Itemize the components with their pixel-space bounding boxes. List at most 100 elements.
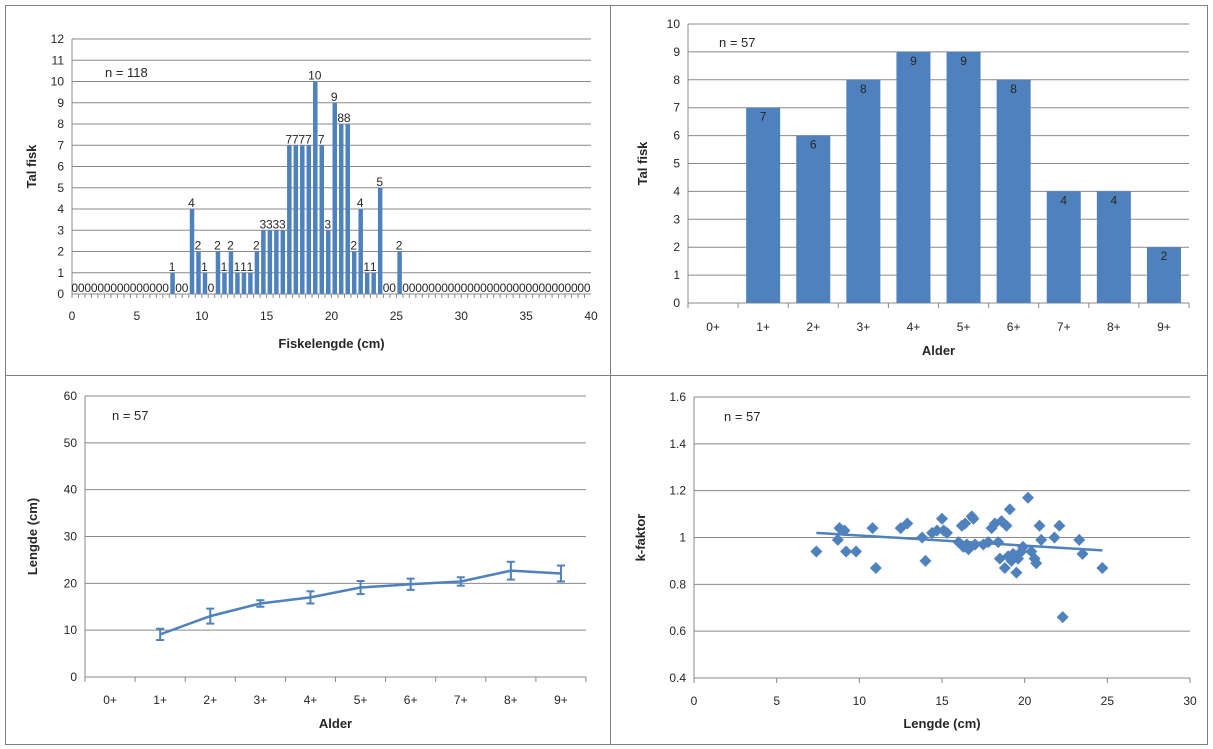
y-tick-label: 11 <box>52 53 65 67</box>
y-tick-label: 6 <box>673 129 680 143</box>
histogram-bar <box>332 102 337 294</box>
y-tick-label: 7 <box>57 138 64 152</box>
x-tick-label: 3+ <box>857 320 871 334</box>
k-factor-chart: 0.4 0.6 0.8 1 1.2 1.4 1.6 Lengde (cm) k-faktor 0 5… <box>633 390 1197 731</box>
y-tick-label: 10 <box>51 75 65 89</box>
bar-value-label: 0 <box>402 281 409 295</box>
age-bar <box>846 79 881 303</box>
scatter-point <box>992 536 1005 549</box>
histogram-bar <box>300 145 305 294</box>
bar-value-label: 0 <box>506 281 513 295</box>
y-tick-label: 10 <box>64 623 78 637</box>
bar-value-label: 7 <box>318 132 325 146</box>
bar-value-label: 0 <box>500 281 507 295</box>
x-tick-label: 7+ <box>1057 320 1071 334</box>
y-axis-title: Tal fisk <box>24 144 39 189</box>
x-tick-label: 1+ <box>153 693 167 707</box>
histogram-bar <box>215 251 221 294</box>
y-tick-label: 1 <box>679 531 686 545</box>
x-tick-label: 0 <box>69 309 76 323</box>
age-bar <box>1146 247 1181 303</box>
x-tick-label: 40 <box>584 309 598 323</box>
histogram-bar <box>293 145 299 294</box>
bar-value-label: 0 <box>454 281 461 295</box>
histogram-bar <box>280 230 286 294</box>
bar-value-label: 6 <box>810 138 817 152</box>
age-bar <box>1046 191 1081 303</box>
y-tick-label: 3 <box>673 212 680 226</box>
bar-value-label: 0 <box>409 281 416 295</box>
histogram-bar <box>235 272 240 294</box>
bar-value-label: 1 <box>370 260 377 274</box>
bar-value-label: 0 <box>467 281 474 295</box>
n-annotation: n = 57 <box>112 408 149 423</box>
y-tick-label: 2 <box>57 245 64 259</box>
x-tick-label: 15 <box>935 694 949 708</box>
histogram-bar <box>241 272 247 294</box>
x-tick-label: 30 <box>1183 694 1197 708</box>
x-tick-label: 0+ <box>103 693 117 707</box>
scatter-point <box>1015 545 1028 558</box>
y-axis-title: Tal fisk <box>635 141 650 186</box>
x-tick-label: 10 <box>195 309 209 323</box>
x-tick-label: 6+ <box>1007 320 1021 334</box>
bar-value-label: 0 <box>545 281 552 295</box>
age-bar <box>946 51 981 304</box>
bar-value-label: 0 <box>564 281 571 295</box>
bar-value-label: 0 <box>448 281 455 295</box>
histogram-bar <box>189 209 195 294</box>
bar-value-label: 0 <box>551 281 558 295</box>
bar-value-label: 3 <box>279 217 286 231</box>
bar-value-label: 9 <box>331 90 338 104</box>
y-tick-label: 1 <box>57 266 64 280</box>
scatter-point <box>1073 533 1086 546</box>
x-tick-label: 4+ <box>304 693 318 707</box>
histogram-bar <box>228 251 234 294</box>
bar-value-label: 8 <box>337 111 344 125</box>
y-tick-label: 30 <box>64 530 78 544</box>
bar-value-label: 0 <box>474 281 481 295</box>
scatter-point <box>1025 545 1038 558</box>
bar-value-label: 0 <box>461 281 468 295</box>
x-tick-label: 5 <box>773 694 780 708</box>
x-tick-label: 35 <box>519 309 533 323</box>
bar-value-label: 4 <box>1060 193 1067 207</box>
y-tick-label: 3 <box>57 223 64 237</box>
bar-value-label: 0 <box>493 281 500 295</box>
histogram-bar <box>326 230 331 294</box>
scatter-point <box>1021 491 1034 504</box>
bar-value-label: 0 <box>441 281 448 295</box>
scatter-point <box>967 512 980 525</box>
age-bar <box>796 135 831 303</box>
bar-value-label: 0 <box>428 281 435 295</box>
n-annotation: n = 118 <box>105 65 148 80</box>
scatter-point <box>1033 519 1046 532</box>
age-bar <box>896 51 931 304</box>
scatter-point <box>940 526 953 539</box>
x-tick-label: 6+ <box>404 693 418 707</box>
bar-value-label: 1 <box>240 260 247 274</box>
y-tick-label: 2 <box>673 240 680 254</box>
y-tick-label: 10 <box>667 17 681 31</box>
bar-value-label: 0 <box>383 281 390 295</box>
y-tick-label: 0.6 <box>669 624 686 638</box>
bar-value-label: 0 <box>526 281 533 295</box>
x-tick-label: 5+ <box>354 693 368 707</box>
y-tick-label: 7 <box>673 101 680 115</box>
histogram-bar <box>254 251 260 294</box>
bar-value-label: 0 <box>571 281 578 295</box>
x-tick-label: 10 <box>853 694 867 708</box>
bar-value-label: 9 <box>910 54 917 68</box>
bar-value-label: 0 <box>435 281 442 295</box>
x-tick-label: 9+ <box>554 693 568 707</box>
bar-value-label: 3 <box>324 217 331 231</box>
bar-value-label: 10 <box>308 69 322 83</box>
length-histogram-panel: 0 1 2 3 4 5 6 7 8 9 10 11 12 Fiskelengde (cm) Tal fisk… <box>5 5 611 376</box>
bar-value-label: 7 <box>760 110 767 124</box>
bar-value-label: 0 <box>136 281 143 295</box>
bar-value-label: 0 <box>415 281 422 295</box>
age-histogram-chart: 0 1 2 3 4 5 6 7 8 9 10 Alder Tal fisk 0+ 1+ 7 2+ 6 3+ 8 4+ 9 5… <box>635 17 1190 358</box>
y-tick-label: 50 <box>64 436 78 450</box>
x-tick-label: 8+ <box>1107 320 1121 334</box>
trend-line <box>816 531 1103 552</box>
